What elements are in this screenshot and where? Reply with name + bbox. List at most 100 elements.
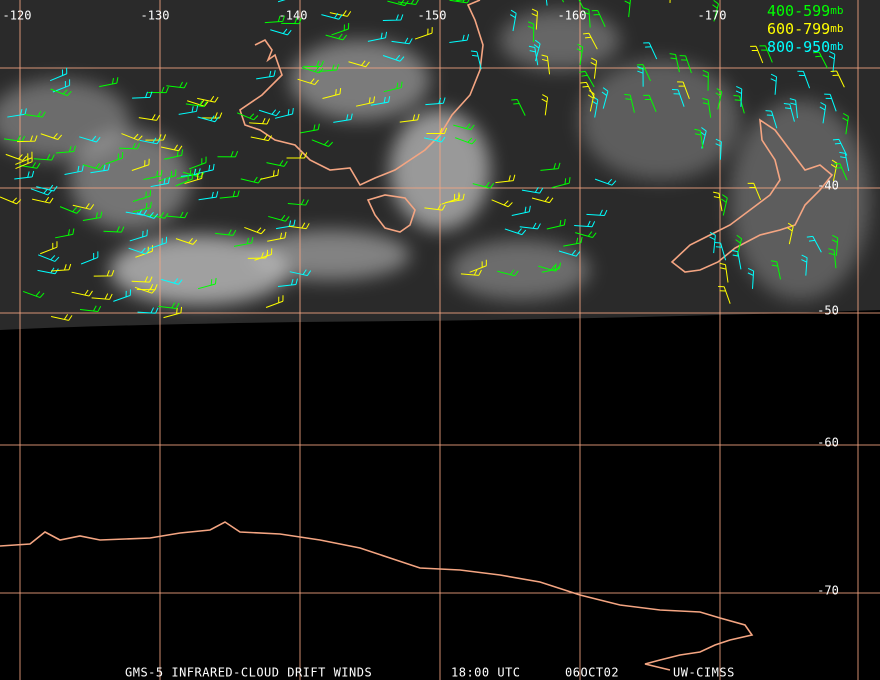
wind-barb	[720, 194, 728, 216]
wind-barb	[511, 98, 526, 116]
wind-barb	[425, 97, 446, 106]
wind-barb	[832, 138, 848, 156]
wind-barb	[531, 8, 538, 30]
wind-barb	[188, 156, 207, 170]
wind-barb	[50, 88, 72, 97]
wind-barb	[735, 86, 743, 107]
wind-barb	[511, 205, 531, 216]
wind-barb	[355, 96, 376, 107]
wind-barb	[303, 60, 324, 67]
wind-barb	[267, 231, 287, 242]
wind-barb	[718, 286, 731, 304]
wind-barb	[497, 269, 519, 277]
legend-unit: mb	[830, 22, 843, 35]
wind-barb	[281, 17, 302, 25]
wind-barb	[806, 235, 822, 253]
wind-barb	[268, 214, 290, 222]
wind-barb	[99, 77, 119, 88]
wind-barb	[470, 50, 482, 70]
wind-barb	[449, 34, 470, 43]
wind-barb	[702, 70, 709, 91]
wind-barb	[198, 191, 219, 201]
wind-barb	[453, 123, 475, 131]
wind-barb	[32, 196, 54, 204]
wind-barb	[55, 228, 75, 239]
wind-barb	[715, 88, 723, 110]
wind-barb	[504, 228, 527, 236]
wind-barb	[91, 293, 113, 300]
wind-barb	[750, 45, 764, 64]
wind-barb	[260, 169, 280, 180]
wind-barb	[137, 307, 159, 314]
wind-barb	[79, 305, 102, 313]
wind-barb	[166, 211, 188, 219]
wind-barb	[426, 127, 448, 135]
wind-barb	[30, 188, 53, 196]
latitude-label: -40	[817, 179, 839, 193]
wind-barb	[839, 151, 850, 172]
wind-barb	[712, 0, 719, 22]
legend-range: 800-950	[767, 38, 830, 56]
wind-barb	[797, 70, 811, 89]
longitude-labels: -120 -130 -140 -150 -160 -170	[3, 9, 727, 23]
wind-barb	[90, 164, 111, 174]
wind-barb	[264, 15, 286, 24]
wind-barb	[531, 196, 554, 204]
wind-barb	[833, 163, 848, 181]
wind-barb	[545, 0, 548, 6]
wind-barb	[256, 70, 276, 80]
wind-barb	[747, 182, 762, 201]
wind-barb	[624, 93, 635, 113]
wind-barb	[733, 94, 745, 114]
antarctica-coast	[0, 521, 754, 671]
wind-barb	[587, 90, 595, 112]
wind-barb	[546, 218, 566, 230]
wind-barb	[17, 135, 38, 143]
wind-barb	[702, 97, 712, 118]
wind-barb	[643, 94, 657, 112]
wind-barb	[594, 178, 617, 186]
wind-barb	[143, 169, 163, 181]
wind-barb	[578, 0, 584, 9]
wind-barb	[266, 160, 288, 167]
wind-barb	[132, 190, 152, 203]
wind-barb	[469, 259, 487, 273]
wind-barb	[519, 222, 541, 230]
wind-barb	[149, 236, 168, 250]
longitude-label: -130	[141, 9, 170, 23]
wind-barb	[139, 137, 161, 145]
wind-barb	[277, 278, 298, 287]
wind-barb	[770, 73, 778, 95]
wind-barb	[582, 32, 598, 50]
wind-barb	[178, 105, 199, 115]
wind-barb	[287, 199, 309, 206]
footer-text: UW-CIMSS	[673, 666, 735, 680]
wind-barb	[842, 113, 849, 135]
wind-barb	[824, 93, 837, 112]
wind-barb	[5, 153, 28, 161]
wind-barb	[3, 135, 26, 142]
wind-barb	[197, 115, 219, 123]
wind-barb	[445, 193, 465, 204]
wind-barb	[59, 206, 82, 214]
legend-unit: mb	[830, 4, 843, 17]
wind-barb	[331, 22, 350, 36]
wind-barb	[50, 263, 72, 272]
wind-barb	[533, 39, 541, 62]
wind-barb	[819, 102, 827, 124]
wind-barb	[576, 43, 584, 66]
wind-barb	[449, 0, 470, 4]
wind-barb	[828, 248, 837, 269]
wind-barb	[713, 191, 723, 212]
wind-barb	[636, 64, 651, 82]
footer-text: GMS-5 INFRARED-CLOUD DRIFT WINDS	[125, 666, 372, 680]
wind-barb	[830, 159, 838, 182]
longitude-label: -170	[698, 9, 727, 23]
wind-barb	[160, 144, 183, 152]
wind-barb	[132, 201, 152, 213]
wind-barb	[541, 262, 561, 273]
wind-barb	[551, 177, 571, 189]
wind-barb	[574, 220, 596, 228]
wind-barb	[113, 289, 131, 302]
